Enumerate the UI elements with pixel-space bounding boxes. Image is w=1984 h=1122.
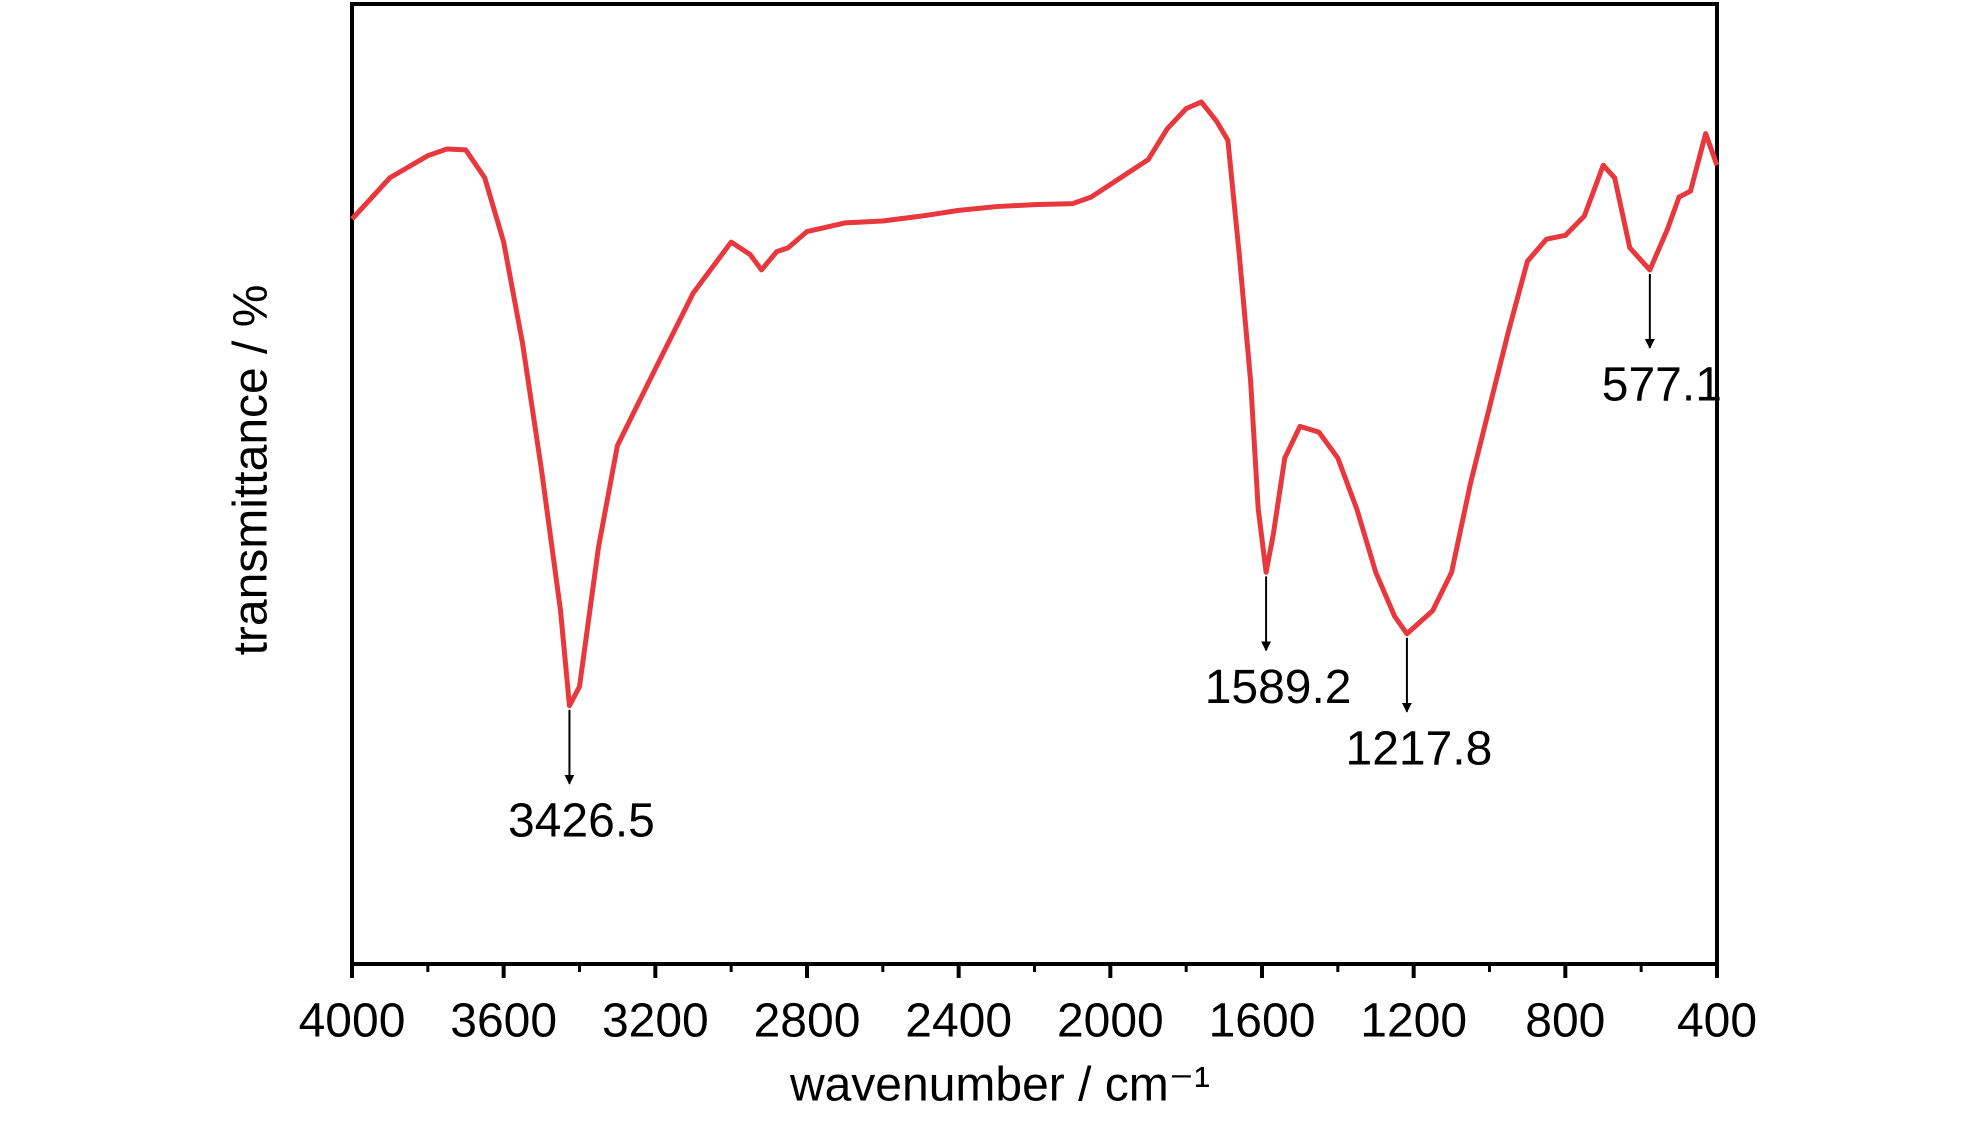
x-tick-label: 1600 [1209,995,1316,1048]
x-axis-label: wavenumber / cm⁻¹ [789,1059,1210,1112]
x-tick-label: 2400 [905,995,1012,1048]
annotation-label: 577.1 [1602,359,1722,412]
y-axis-label: transmittance / % [225,285,278,656]
annotation-label: 1217.8 [1346,722,1493,775]
x-tick-label: 1200 [1360,995,1467,1048]
x-tick-label: 2800 [754,995,861,1048]
annotation-label: 1589.2 [1205,661,1352,714]
x-tick-label: 2000 [1057,995,1164,1048]
spectrum-line [350,99,1720,709]
x-tick-label: 3600 [450,995,557,1048]
x-tick-label: 800 [1525,995,1605,1048]
x-tick-label: 400 [1677,995,1757,1048]
annotation-label: 3426.5 [508,794,655,847]
x-tick-label: 3200 [602,995,709,1048]
x-tick-label: 4000 [299,995,406,1048]
